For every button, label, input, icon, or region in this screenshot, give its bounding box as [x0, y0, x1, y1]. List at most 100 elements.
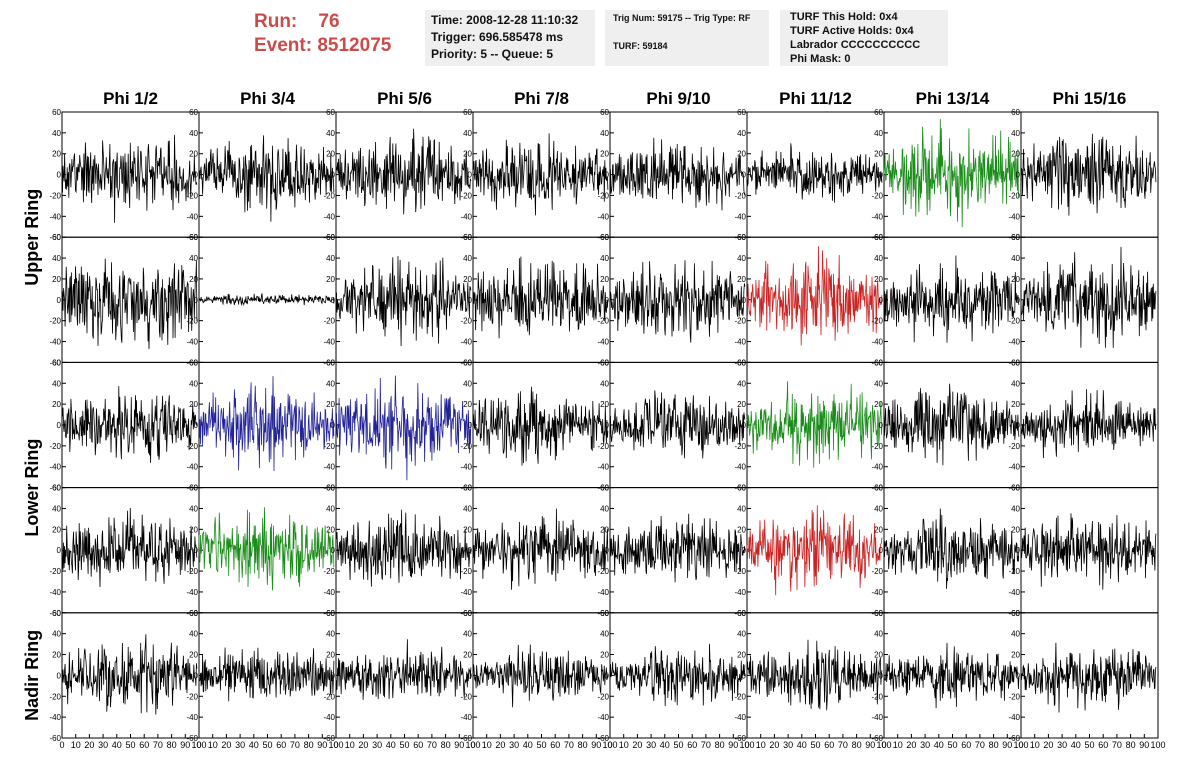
waveform-r1-c0 [61, 258, 198, 350]
y-tick-label: 40 [737, 129, 746, 138]
x-tick-label: 100 [739, 740, 754, 750]
y-tick-label: 60 [600, 233, 609, 242]
x-tick-label: 70 [838, 740, 848, 750]
y-tick-label: 60 [52, 108, 61, 117]
y-tick-label: -20 [597, 442, 609, 451]
y-tick-label: 20 [1011, 150, 1020, 159]
y-tick-label: -20 [871, 567, 883, 576]
x-tick-label: 70 [701, 740, 711, 750]
y-tick-label: 40 [1011, 630, 1020, 639]
x-tick-label: 80 [304, 740, 314, 750]
y-tick-label: 20 [463, 275, 472, 284]
y-tick-label: 60 [737, 358, 746, 367]
x-tick-label: 10 [1030, 740, 1040, 750]
y-tick-label: -40 [871, 588, 883, 597]
y-tick-label: 60 [52, 609, 61, 618]
y-tick-label: -60 [1008, 233, 1020, 242]
y-tick-label: -40 [460, 338, 472, 347]
y-tick-label: -40 [597, 338, 609, 347]
y-tick-label: -20 [597, 191, 609, 200]
waveform-r0-c1 [198, 135, 335, 222]
waveform-r4-c7 [1020, 642, 1157, 713]
y-tick-label: -60 [323, 609, 335, 618]
y-tick-label: 40 [189, 129, 198, 138]
x-tick-label: 50 [262, 740, 272, 750]
x-tick-label: 20 [632, 740, 642, 750]
y-tick-label: -20 [49, 567, 61, 576]
y-tick-label: -40 [186, 212, 198, 221]
x-tick-label: 50 [947, 740, 957, 750]
run-event-label: Run: 76 Event: 8512075 [254, 10, 391, 58]
y-tick-label: 60 [1011, 233, 1020, 242]
x-tick-label: 100 [191, 740, 206, 750]
y-tick-label: 40 [463, 379, 472, 388]
x-tick-label: 10 [345, 740, 355, 750]
x-tick-label: 40 [797, 740, 807, 750]
y-tick-label: 60 [874, 484, 883, 493]
y-tick-label: 40 [463, 254, 472, 263]
x-tick-label: 90 [1139, 740, 1149, 750]
y-tick-label: -20 [460, 567, 472, 576]
y-tick-label: 40 [189, 630, 198, 639]
y-tick-label: 60 [52, 484, 61, 493]
y-tick-label: 20 [189, 400, 198, 409]
y-tick-label: 20 [189, 150, 198, 159]
y-tick-label: 20 [874, 525, 883, 534]
y-tick-label: 60 [1011, 609, 1020, 618]
y-tick-label: 0 [194, 296, 199, 305]
y-tick-label: 40 [463, 630, 472, 639]
x-tick-label: 20 [769, 740, 779, 750]
x-tick-label: 30 [1057, 740, 1067, 750]
y-tick-label: -20 [460, 442, 472, 451]
y-tick-label: 20 [189, 525, 198, 534]
x-tick-label: 80 [715, 740, 725, 750]
y-tick-label: 60 [737, 233, 746, 242]
x-tick-label: 80 [578, 740, 588, 750]
y-tick-label: 20 [737, 651, 746, 660]
waveform-r2-c2 [335, 375, 472, 481]
y-tick-label: 0 [605, 296, 610, 305]
y-tick-label: 0 [742, 671, 747, 680]
x-tick-label: 50 [1084, 740, 1094, 750]
y-tick-label: 0 [605, 546, 610, 555]
x-tick-label: 70 [290, 740, 300, 750]
y-tick-label: 40 [874, 379, 883, 388]
y-tick-label: -40 [460, 588, 472, 597]
y-tick-label: -40 [871, 463, 883, 472]
x-tick-label: 50 [536, 740, 546, 750]
time-text: Time: 2008-12-28 11:10:32 [431, 13, 579, 27]
y-tick-label: -60 [871, 609, 883, 618]
y-tick-label: 20 [600, 275, 609, 284]
x-tick-label: 90 [454, 740, 464, 750]
y-tick-label: 20 [874, 651, 883, 660]
y-tick-label: -20 [1008, 692, 1020, 701]
y-tick-label: -20 [871, 442, 883, 451]
y-tick-label: -60 [597, 609, 609, 618]
y-tick-label: -60 [734, 734, 746, 743]
y-tick-label: 40 [1011, 254, 1020, 263]
y-tick-label: 0 [605, 171, 610, 180]
y-tick-label: -20 [186, 692, 198, 701]
waveform-r2-c7 [1020, 389, 1157, 459]
y-tick-label: -40 [49, 713, 61, 722]
x-tick-label: 60 [1098, 740, 1108, 750]
y-tick-label: 60 [1011, 484, 1020, 493]
y-tick-label: 60 [1011, 108, 1020, 117]
y-tick-label: -60 [323, 734, 335, 743]
x-tick-label: 20 [358, 740, 368, 750]
y-tick-label: 20 [463, 150, 472, 159]
y-tick-label: 40 [874, 254, 883, 263]
waveform-r0-c2 [335, 128, 472, 215]
x-tick-label: 60 [687, 740, 697, 750]
y-tick-label: -60 [597, 734, 609, 743]
x-tick-label: 30 [372, 740, 382, 750]
y-tick-label: -20 [460, 191, 472, 200]
y-tick-label: 0 [742, 171, 747, 180]
trigger-info-box: Trig Num: 59175 -- Trig Type: RF TURF: 5… [605, 10, 769, 66]
y-tick-label: 20 [874, 275, 883, 284]
y-tick-label: -20 [597, 567, 609, 576]
y-tick-label: 0 [331, 421, 336, 430]
turf-this-hold: TURF This Hold: 0x4 [790, 11, 898, 23]
y-tick-label: -60 [1008, 734, 1020, 743]
